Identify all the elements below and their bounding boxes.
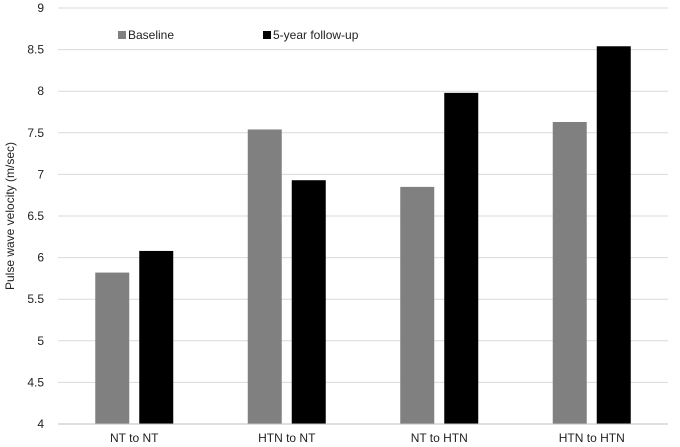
y-tick-label: 4.5 xyxy=(27,375,44,389)
y-tick-label: 8 xyxy=(37,84,44,98)
bar-baseline-3 xyxy=(552,121,587,424)
x-tick-label: HTN to NT xyxy=(258,431,316,445)
legend: Baseline 5-year follow-up xyxy=(118,28,359,42)
x-tick-label: NT to NT xyxy=(110,431,159,445)
bar-follow-up-1 xyxy=(291,180,326,424)
legend-swatch-1 xyxy=(263,31,271,39)
x-tick-label: NT to HTN xyxy=(411,431,468,445)
y-axis-title: Pulse wave velocity (m/sec) xyxy=(3,142,17,290)
bar-follow-up-3 xyxy=(596,46,631,424)
y-tick-label: 7 xyxy=(37,167,44,181)
y-tick-label: 6.5 xyxy=(27,209,44,223)
bar-follow-up-2 xyxy=(444,92,479,424)
legend-label-1: 5-year follow-up xyxy=(273,28,359,42)
y-tick-label: 5.5 xyxy=(27,292,44,306)
legend-swatch-0 xyxy=(118,31,126,39)
bar-baseline-2 xyxy=(400,186,435,424)
y-tick-label: 7.5 xyxy=(27,126,44,140)
x-tick-labels: NT to NT HTN to NT NT to HTN HTN to HTN xyxy=(110,431,625,445)
bar-baseline-0 xyxy=(95,272,130,424)
y-tick-label: 5 xyxy=(37,334,44,348)
y-tick-label: 6 xyxy=(37,251,44,265)
bar-follow-up-0 xyxy=(139,250,174,424)
y-tick-label: 8.5 xyxy=(27,43,44,57)
y-tick-label: 9 xyxy=(37,1,44,15)
legend-label-0: Baseline xyxy=(128,28,174,42)
bar-baseline-1 xyxy=(247,129,282,425)
y-tick-label: 4 xyxy=(37,417,44,431)
bars xyxy=(95,46,631,425)
x-tick-label: HTN to HTN xyxy=(559,431,625,445)
y-tick-labels: 4 4.5 5 5.5 6 6.5 7 7.5 8 8.5 9 xyxy=(27,1,44,431)
